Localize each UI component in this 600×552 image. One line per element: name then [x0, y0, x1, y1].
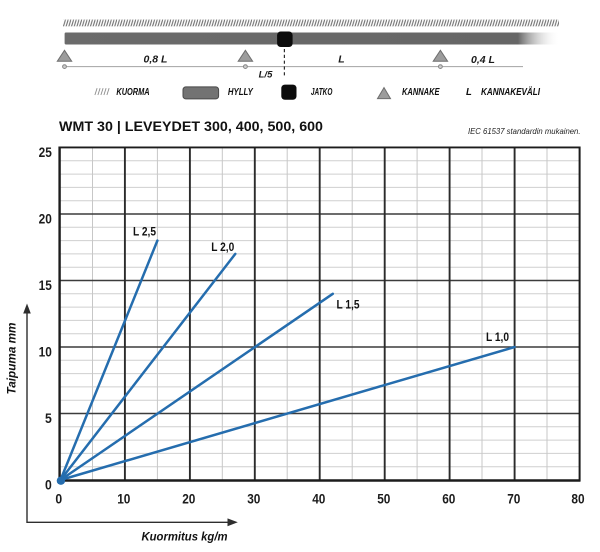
svg-text:30: 30	[247, 490, 260, 506]
svg-text:L 2,0: L 2,0	[211, 240, 234, 254]
svg-text:L 1,5: L 1,5	[337, 297, 360, 311]
svg-text:HYLLY: HYLLY	[228, 87, 254, 98]
svg-text:KANNAKEVÄLI: KANNAKEVÄLI	[481, 87, 540, 98]
svg-text:0,8 L: 0,8 L	[144, 53, 168, 65]
svg-text:20: 20	[182, 490, 195, 506]
svg-text:40: 40	[312, 490, 325, 506]
svg-text:80: 80	[571, 490, 584, 506]
svg-text:L 2,5: L 2,5	[133, 225, 156, 239]
svg-text:0,4 L: 0,4 L	[471, 54, 495, 66]
svg-text:KUORMA: KUORMA	[116, 87, 149, 98]
svg-text:IEC 61537 standardin mukainen.: IEC 61537 standardin mukainen.	[468, 127, 581, 136]
svg-text:Kuormitus kg/m: Kuormitus kg/m	[142, 530, 228, 544]
svg-text:L/5: L/5	[259, 69, 273, 80]
svg-text:10: 10	[117, 490, 130, 506]
svg-text:0: 0	[55, 490, 62, 506]
svg-text:60: 60	[442, 490, 455, 506]
svg-text:20: 20	[39, 211, 52, 227]
svg-text:70: 70	[507, 490, 520, 506]
svg-text:50: 50	[377, 490, 390, 506]
svg-text:WMT 30 | LEVEYDET 300, 400, 50: WMT 30 | LEVEYDET 300, 400, 500, 600	[59, 118, 323, 134]
svg-text:5: 5	[45, 410, 52, 426]
svg-text:0: 0	[45, 477, 52, 493]
svg-text:10: 10	[39, 344, 52, 360]
svg-text:25: 25	[39, 144, 52, 160]
svg-text:JATKO: JATKO	[311, 87, 333, 98]
svg-text:L 1,0: L 1,0	[486, 330, 509, 344]
svg-text:L: L	[466, 87, 472, 98]
svg-text:KANNAKE: KANNAKE	[402, 87, 440, 98]
svg-text:L: L	[338, 53, 344, 65]
svg-text:15: 15	[39, 277, 52, 293]
svg-text:Taipuma mm: Taipuma mm	[7, 323, 19, 395]
